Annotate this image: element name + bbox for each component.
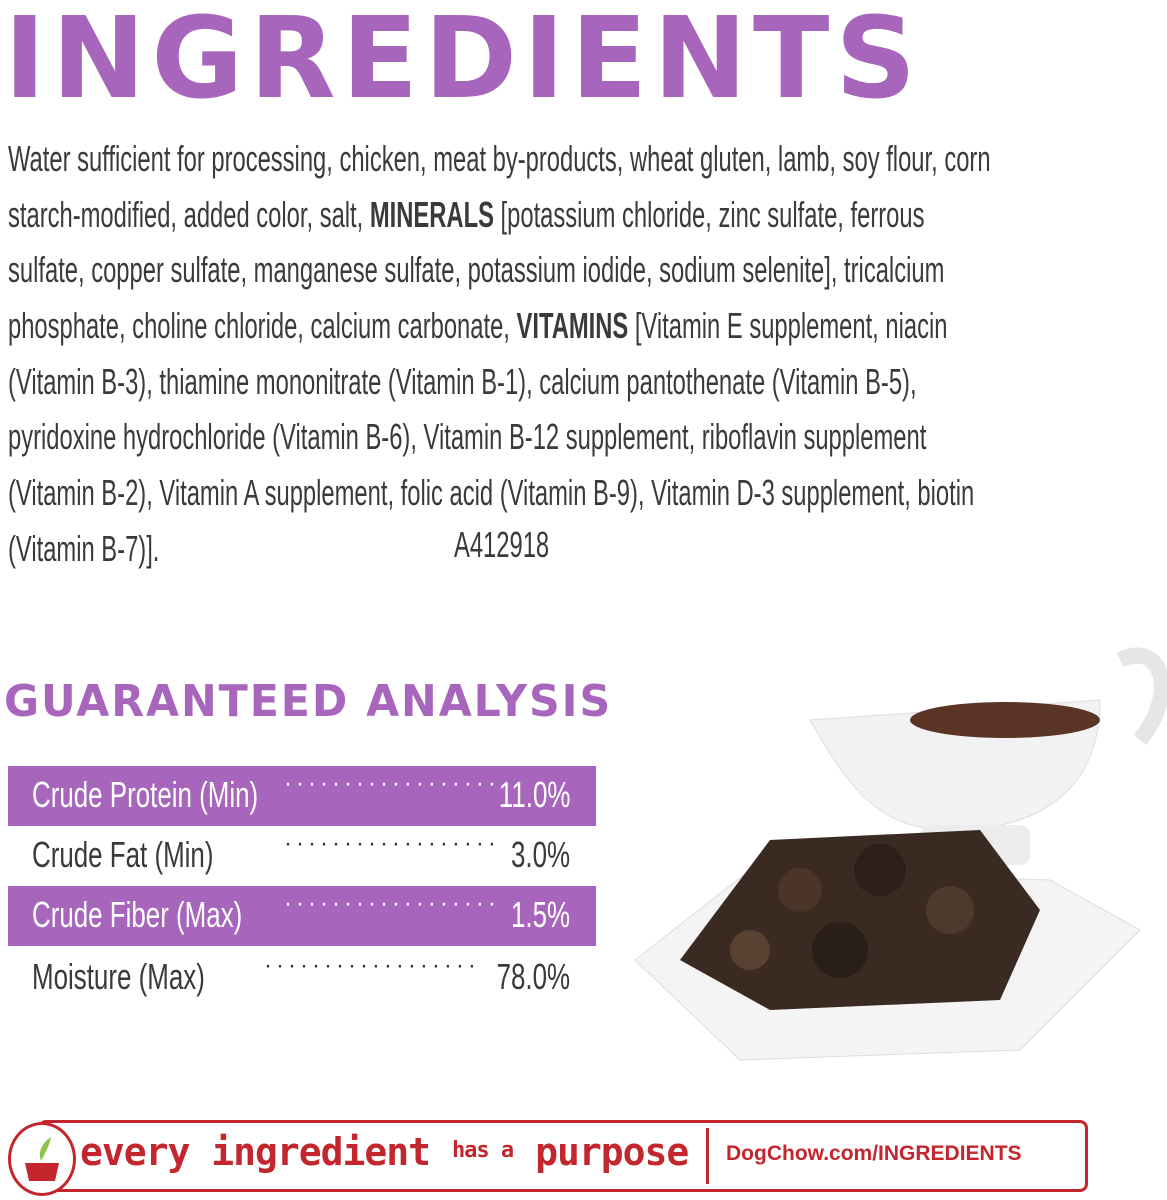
banner-divider	[706, 1128, 709, 1184]
ingredients-line: Water sufficient for processing, chicken…	[8, 138, 991, 179]
ingredients-list: Water sufficient for processing, chicken…	[8, 134, 1167, 580]
analysis-row-moisture: Moisture (Max) ·················· 78.0%	[8, 948, 596, 1008]
row-label: Crude Protein (Min)	[32, 774, 259, 815]
ingredients-line: sulfate, copper sulfate, manganese sulfa…	[8, 249, 945, 291]
plate-with-food	[634, 830, 1141, 1061]
page-title: INGREDIENTS	[4, 0, 923, 124]
analysis-title: GUARANTEED ANALYSIS	[4, 676, 613, 727]
slogan: every ingredient has a purpose	[80, 1130, 689, 1174]
ingredients-line: (Vitamin B-3), thiamine mononitrate (Vit…	[8, 360, 917, 402]
dog-bowl-icon	[8, 1122, 76, 1196]
analysis-row-fat: Crude Fat (Min) ·················· 3.0%	[8, 826, 596, 886]
ingredients-line: (Vitamin B-7)].	[8, 527, 160, 569]
row-label: Crude Fiber (Max)	[32, 894, 243, 935]
food-photo	[634, 647, 1167, 1061]
row-dots: ··················	[284, 890, 500, 917]
analysis-row-protein: Crude Protein (Min) ·················· 1…	[8, 766, 596, 826]
row-dots: ··················	[284, 770, 500, 797]
ingredients-line: phosphate, choline chloride, calcium car…	[8, 305, 948, 347]
row-label: Crude Fat (Min)	[32, 834, 214, 875]
row-label: Moisture (Max)	[32, 956, 205, 997]
website-link[interactable]: DogChow.com/INGREDIENTS	[726, 1142, 1022, 1165]
row-value: 78.0%	[496, 956, 570, 997]
row-value: 3.0%	[510, 834, 570, 875]
row-dots: ··················	[264, 952, 480, 979]
ingredients-line: (Vitamin B-2), Vitamin A supplement, fol…	[8, 472, 975, 514]
ingredients-line: pyridoxine hydrochloride (Vitamin B-6), …	[8, 416, 927, 458]
product-code: A412918	[454, 524, 550, 565]
row-dots: ··················	[284, 830, 500, 857]
gravy-boat	[809, 647, 1167, 865]
row-value: 1.5%	[510, 894, 570, 935]
analysis-row-fiber: Crude Fiber (Max) ·················· 1.5…	[8, 886, 596, 946]
row-value: 11.0%	[498, 774, 570, 815]
ingredients-line: starch-modified, added color, salt, MINE…	[8, 193, 925, 235]
